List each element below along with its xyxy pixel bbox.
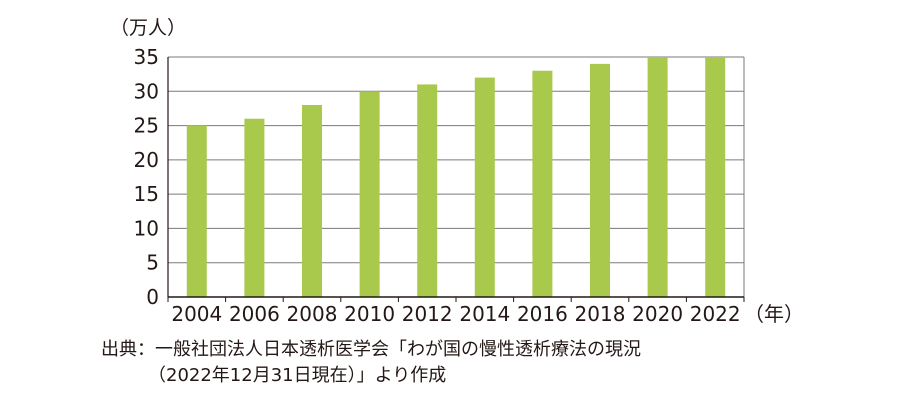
y-tick-label: 35 bbox=[134, 45, 159, 69]
y-tick-label: 25 bbox=[134, 114, 159, 138]
bars bbox=[186, 57, 726, 298]
x-tick-label: 2006 bbox=[229, 302, 280, 326]
bar bbox=[474, 77, 495, 297]
x-tick-label: 2022 bbox=[690, 302, 741, 326]
x-tick-label: 2016 bbox=[517, 302, 568, 326]
x-tick-label: 2008 bbox=[287, 302, 338, 326]
y-tick-labels: 0 5 10 15 20 25 30 35 bbox=[134, 45, 159, 309]
bar bbox=[647, 57, 668, 297]
bar bbox=[590, 63, 610, 297]
x-tick-label: 2014 bbox=[459, 302, 510, 326]
bar bbox=[417, 84, 438, 297]
y-tick-label: 30 bbox=[134, 79, 159, 103]
x-tick-label: 2010 bbox=[344, 302, 395, 326]
y-tick-label: 0 bbox=[146, 285, 159, 309]
y-axis-label: （万人） bbox=[110, 17, 186, 39]
y-tick-label: 5 bbox=[146, 251, 159, 275]
x-tick-label: 2012 bbox=[402, 302, 453, 326]
x-tick-label: 2018 bbox=[575, 302, 626, 326]
axes bbox=[167, 57, 745, 302]
y-tick-label: 10 bbox=[134, 216, 159, 240]
bar bbox=[244, 118, 265, 297]
bar bbox=[302, 105, 322, 297]
bar bbox=[186, 125, 207, 297]
x-tick-label: 2020 bbox=[632, 302, 683, 326]
x-axis-label: （年） bbox=[744, 302, 804, 326]
x-tick-label: 2004 bbox=[171, 302, 222, 326]
y-tick-label: 15 bbox=[134, 182, 159, 206]
bar bbox=[532, 70, 553, 297]
x-tick-labels: 2004 2006 2008 2010 2012 2014 2016 2018 2020 2022 bbox=[171, 302, 740, 326]
bar bbox=[359, 91, 380, 298]
bar bbox=[705, 57, 726, 297]
y-tick-label: 20 bbox=[134, 148, 159, 172]
source-note-line-2: （2022年12月31日現在）」より作成 bbox=[148, 365, 447, 386]
source-note-line-1: 出典：一般社団法人日本透析医学会「わが国の慢性透析療法の現況 bbox=[101, 339, 641, 360]
